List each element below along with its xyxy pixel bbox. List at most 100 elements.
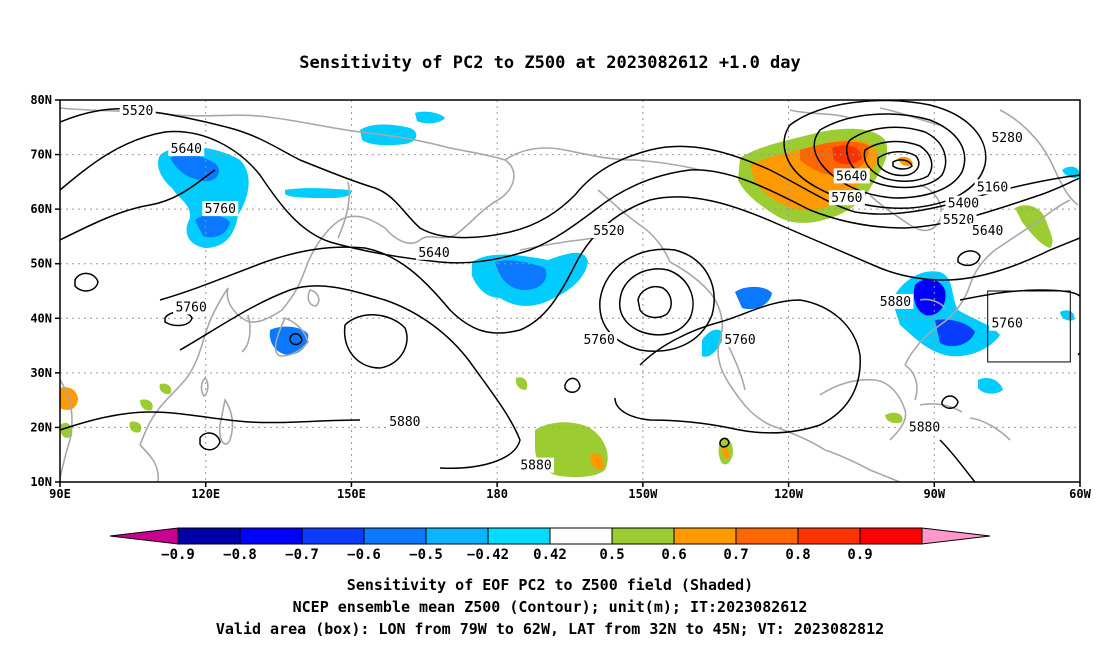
contour-label: 5160	[977, 180, 1008, 195]
contour-label-bg	[969, 222, 1006, 238]
contour-label: 5760	[724, 333, 755, 348]
shade-negative-chukotka	[285, 188, 352, 198]
shade-negative-siberia-core2	[195, 214, 230, 238]
coast-cuba	[919, 403, 963, 413]
coast-okhotsk	[281, 215, 386, 311]
map-frame	[59, 99, 1081, 483]
coast-us-east	[904, 249, 996, 366]
coast-philippines	[218, 398, 234, 445]
coast-japan	[274, 316, 309, 357]
contour-label-bg	[940, 212, 977, 228]
lon-tick-label: 150E	[337, 487, 366, 501]
caption-line-2: NCEP ensemble mean Z500 (Contour); unit(…	[293, 598, 808, 616]
longitude-axis: 90E 120E 150E 180 150W 120W 90W 60W	[49, 482, 1092, 501]
shade-negative-siberia-core	[170, 153, 220, 182]
colorbar: −0.9 −0.8 −0.7 −0.6 −0.5 −0.42 0.42 0.5 0.6 0.7 0.…	[109, 527, 991, 563]
lat-tick-label: 30N	[30, 366, 52, 380]
contour-label-bg	[877, 293, 914, 309]
contour-label: 5520	[122, 104, 153, 119]
coast-alaska-north	[504, 147, 701, 171]
contour-small-6	[941, 395, 959, 409]
contour-label: 5880	[520, 459, 551, 474]
coast-china	[139, 287, 283, 446]
contour-small-5	[719, 437, 730, 448]
shade-negative-arctic2	[415, 111, 445, 124]
colorbar-tick-label: 0.7	[723, 547, 748, 563]
coast-india	[60, 379, 73, 479]
lat-tick-label: 50N	[30, 257, 52, 271]
colorbar-segment	[735, 527, 799, 545]
lat-tick-label: 40N	[30, 311, 52, 325]
coast-antilles	[969, 417, 1011, 441]
lat-tick-label: 10N	[30, 475, 52, 489]
contour-label-bg	[518, 457, 554, 473]
contour-low-pacific-2	[618, 268, 694, 336]
lat-tick-label: 60N	[30, 202, 52, 216]
colorbar-segment	[177, 527, 241, 545]
coast-baja	[727, 344, 746, 391]
coast-florida	[904, 364, 918, 401]
contour-label: 5760	[991, 317, 1022, 332]
lon-tick-label: 150W	[628, 487, 658, 501]
contour-label: 5760	[831, 191, 862, 206]
contour-5640	[60, 130, 1080, 264]
colorbar-segment	[611, 527, 675, 545]
colorbar-segment	[487, 527, 551, 545]
contour-labels: 5520564057605640552056405760528051605400…	[119, 102, 1026, 474]
contour-label-bg	[168, 141, 205, 157]
shade-positive-central-pacific-orange	[590, 453, 605, 470]
contour-low-pacific-3	[637, 286, 672, 319]
contour-label: 5640	[418, 246, 449, 261]
colorbar-tick-label: 0.9	[847, 547, 872, 563]
contour-label-bg	[581, 332, 618, 348]
contour-tropic-east	[939, 439, 976, 482]
colorbar-max-triangle	[921, 527, 991, 545]
shade-negative-nw-us	[735, 286, 772, 310]
latitude-axis: 80N 70N 60N 50N 40N 30N 20N 10N	[30, 93, 60, 489]
contour-5880-main	[179, 285, 521, 469]
contour-label: 5520	[593, 224, 624, 239]
coast-gulf-mexico	[819, 378, 907, 441]
valid-area-box	[987, 290, 1071, 363]
coast-taiwan	[200, 376, 209, 398]
shade-negative-atlantic2	[1060, 310, 1075, 321]
contour-5880-atlantic	[959, 289, 1080, 301]
caption-line-3: Valid area (box): LON from 79W to 62W, L…	[216, 620, 884, 638]
colorbar-segment	[859, 527, 923, 545]
contour-label-bg	[828, 190, 865, 206]
shade-positive-mexico-orange	[722, 447, 730, 459]
coast-japan-hokkaido	[307, 289, 320, 307]
contour-small-3	[199, 432, 221, 451]
colorbar-tick-label: −0.6	[347, 547, 381, 563]
coast-nw-america	[669, 261, 826, 451]
lon-tick-label: 180	[486, 487, 508, 501]
contour-label: 5760	[175, 300, 206, 315]
contour-5760	[60, 169, 216, 241]
contour-label: 5760	[583, 333, 614, 348]
contour-label: 5640	[836, 169, 867, 184]
lon-tick-label: 120E	[191, 487, 220, 501]
colorbar-tick-label: 0.6	[661, 547, 686, 563]
colorbar-tick-label: 0.5	[599, 547, 624, 563]
contour-low-canada-3	[845, 126, 947, 189]
contour-label: 5640	[972, 224, 1003, 239]
lat-tick-label: 80N	[30, 93, 52, 107]
colorbar-segment	[425, 527, 489, 545]
contour-label: 5520	[943, 213, 974, 228]
contour-label: 5880	[909, 420, 940, 435]
colorbar-min-triangle	[109, 527, 179, 545]
shade-positive-nwpac	[159, 383, 172, 395]
contour-label: 5640	[171, 142, 202, 157]
contour-small-1	[74, 272, 99, 292]
contour-inner-high	[343, 314, 408, 369]
coast-greenland	[999, 109, 1079, 206]
shade-negative-bermuda	[978, 378, 1003, 394]
coast-hudson	[869, 184, 942, 232]
lat-tick-label: 70N	[30, 148, 52, 162]
lat-tick-label: 20N	[30, 420, 52, 434]
contour-small-2	[164, 311, 193, 327]
lon-tick-label: 120W	[774, 487, 804, 501]
contour-low-canada-4	[863, 140, 933, 182]
shade-negative-japan	[269, 326, 309, 355]
shade-positive-greenland	[1015, 205, 1053, 248]
